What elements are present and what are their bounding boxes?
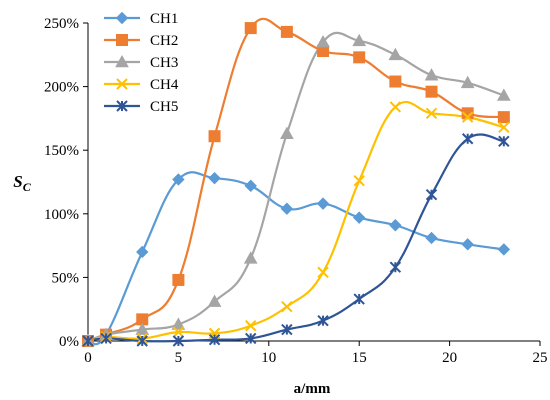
data-point-ch3 xyxy=(135,322,150,335)
data-point-ch5 xyxy=(425,189,438,201)
legend-label-ch2: CH2 xyxy=(150,33,178,49)
axes: 0 5 10 15 20 250%50%100%150%200%250% xyxy=(44,16,548,366)
y-tick-label: 250% xyxy=(44,16,79,32)
data-point-ch5 xyxy=(172,335,185,347)
x-tick-label: 15 xyxy=(352,350,367,366)
data-point-ch4 xyxy=(353,175,365,187)
data-point-ch5 xyxy=(281,323,293,336)
data-point-ch2 xyxy=(172,273,185,286)
data-point-ch4 xyxy=(172,326,185,338)
series-markers xyxy=(81,22,511,348)
legend-marker-ch4 xyxy=(116,78,128,90)
data-point-ch2 xyxy=(353,51,366,64)
x-tick-label: 25 xyxy=(533,350,548,366)
data-point-ch4 xyxy=(461,111,474,123)
data-point-ch3 xyxy=(243,251,258,264)
data-point-ch1 xyxy=(352,211,366,224)
legend: CH1 CH2 CH3 CH4 CH5 xyxy=(104,11,179,115)
series-line-ch5 xyxy=(87,133,505,343)
data-point-ch1 xyxy=(208,171,221,185)
data-point-ch1 xyxy=(172,173,185,186)
legend-label-ch3: CH3 xyxy=(150,55,178,71)
data-point-ch1 xyxy=(461,238,474,251)
data-point-ch5 xyxy=(317,314,329,327)
data-point-ch4 xyxy=(245,320,257,332)
data-point-ch5 xyxy=(136,335,148,347)
x-tick-label: 20 xyxy=(442,350,457,366)
data-point-ch4 xyxy=(498,121,510,134)
data-point-ch1 xyxy=(280,202,294,215)
data-point-ch4 xyxy=(389,101,402,113)
data-point-ch3 xyxy=(352,33,367,47)
data-point-ch1 xyxy=(389,219,402,232)
data-point-ch5 xyxy=(100,332,112,345)
data-point-ch3 xyxy=(496,88,511,101)
legend-marker-ch3 xyxy=(115,54,129,68)
data-point-ch2 xyxy=(461,107,474,120)
data-point-ch2 xyxy=(389,75,402,88)
series-line-ch4 xyxy=(87,100,505,343)
legend-marker-ch2 xyxy=(116,34,128,46)
data-point-ch1 xyxy=(425,231,438,245)
data-point-ch2 xyxy=(208,130,221,143)
data-point-ch5 xyxy=(245,332,257,345)
data-point-ch1 xyxy=(136,245,149,259)
legend-label-ch4: CH4 xyxy=(150,77,179,93)
data-point-ch4 xyxy=(281,300,293,313)
series-line-ch1 xyxy=(87,171,504,346)
x-axis-title: a/mm xyxy=(294,381,331,397)
data-point-ch5 xyxy=(498,135,510,148)
data-point-ch3 xyxy=(460,75,475,89)
data-point-ch5 xyxy=(82,335,94,347)
data-point-ch3 xyxy=(280,126,294,139)
y-tick-label: 150% xyxy=(44,143,79,159)
data-point-ch3 xyxy=(424,68,439,81)
data-point-ch2 xyxy=(280,25,293,38)
y-tick-label: 100% xyxy=(44,207,79,223)
data-point-ch2 xyxy=(497,111,510,124)
x-tick-label: 10 xyxy=(261,350,276,366)
data-point-ch3 xyxy=(316,35,330,48)
data-point-ch5 xyxy=(208,334,221,346)
data-point-ch5 xyxy=(353,293,365,305)
data-point-ch3 xyxy=(171,317,186,330)
legend-label-ch1: CH1 xyxy=(150,11,178,27)
y-tick-label: 50% xyxy=(52,270,80,286)
y-tick-label: 200% xyxy=(44,80,79,96)
x-tick-label: 0 xyxy=(84,350,92,366)
data-point-ch4 xyxy=(317,266,329,279)
y-axis-title: SC xyxy=(13,172,31,194)
data-point-ch3 xyxy=(388,47,403,61)
data-point-ch1 xyxy=(244,179,257,193)
data-point-ch5 xyxy=(461,133,474,145)
data-point-ch2 xyxy=(425,85,438,98)
data-point-ch3 xyxy=(207,294,222,307)
data-point-ch5 xyxy=(389,261,402,273)
data-point-ch4 xyxy=(425,107,438,120)
data-point-ch2 xyxy=(244,22,257,35)
legend-marker-ch1 xyxy=(115,11,129,25)
legend-label-ch5: CH5 xyxy=(150,99,178,115)
data-point-ch1 xyxy=(316,197,330,210)
data-point-ch1 xyxy=(497,243,511,256)
legend-marker-ch5 xyxy=(116,100,128,112)
y-tick-label: 0% xyxy=(59,334,79,350)
x-tick-label: 5 xyxy=(175,350,183,366)
